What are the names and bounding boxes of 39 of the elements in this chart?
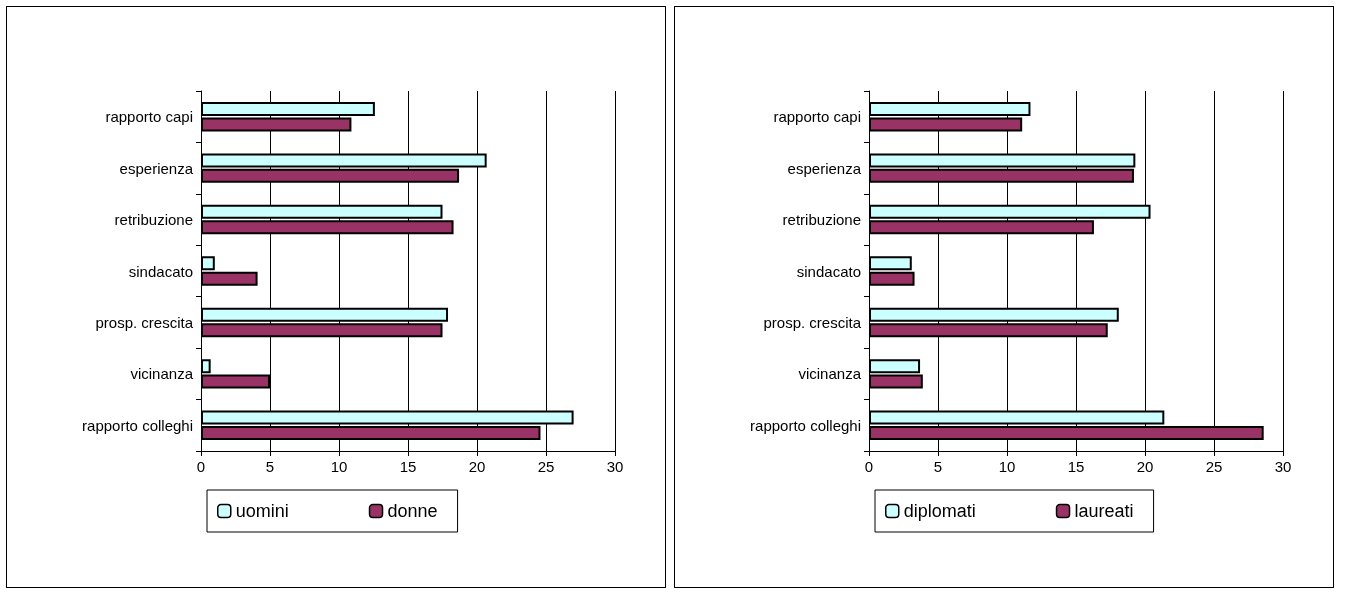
- x-tick-label: 15: [399, 458, 417, 475]
- legend-label: donne: [387, 501, 438, 521]
- x-tick-label: 10: [998, 458, 1016, 475]
- bar: [201, 256, 215, 271]
- x-tick-label: 10: [330, 458, 348, 475]
- bar: [869, 256, 912, 271]
- legend-label: uomini: [235, 501, 289, 521]
- bar: [201, 271, 258, 286]
- y-tick-label: retribuzione: [114, 211, 193, 229]
- x-tick-label: 20: [468, 458, 486, 475]
- bar: [869, 359, 921, 374]
- y-tick-label: rapporto capi: [773, 108, 861, 126]
- bar: [201, 359, 211, 374]
- x-tick-label: 30: [606, 458, 624, 475]
- y-tick-label: rapporto colleghi: [82, 416, 193, 434]
- x-tick-label: 5: [933, 458, 943, 475]
- y-tick-label: esperienza: [787, 159, 862, 177]
- y-tick-label: prosp. crescita: [763, 313, 862, 331]
- x-tick-label: 20: [1136, 458, 1154, 475]
- y-tick-label: sindacato: [128, 262, 193, 280]
- y-tick-label: rapporto capi: [105, 108, 193, 126]
- y-tick-label: rapporto colleghi: [750, 416, 861, 434]
- x-tick-label: 0: [196, 458, 206, 475]
- x-tick-label: 30: [1274, 458, 1292, 475]
- x-tick-label: 25: [1205, 458, 1223, 475]
- bar: [869, 374, 923, 389]
- y-tick-label: retribuzione: [782, 211, 861, 229]
- x-tick-label: 25: [537, 458, 555, 475]
- y-tick-label: sindacato: [796, 262, 861, 280]
- x-tick-label: 0: [864, 458, 874, 475]
- y-tick-label: vicinanza: [130, 365, 194, 383]
- x-tick-label: 5: [265, 458, 275, 475]
- y-tick-label: vicinanza: [798, 365, 862, 383]
- y-tick-label: esperienza: [119, 159, 194, 177]
- x-tick-label: 15: [1067, 458, 1085, 475]
- legend-label: diplomati: [903, 501, 976, 521]
- bar: [869, 271, 915, 286]
- legend-label: laureati: [1074, 501, 1134, 521]
- y-tick-label: prosp. crescita: [95, 313, 194, 331]
